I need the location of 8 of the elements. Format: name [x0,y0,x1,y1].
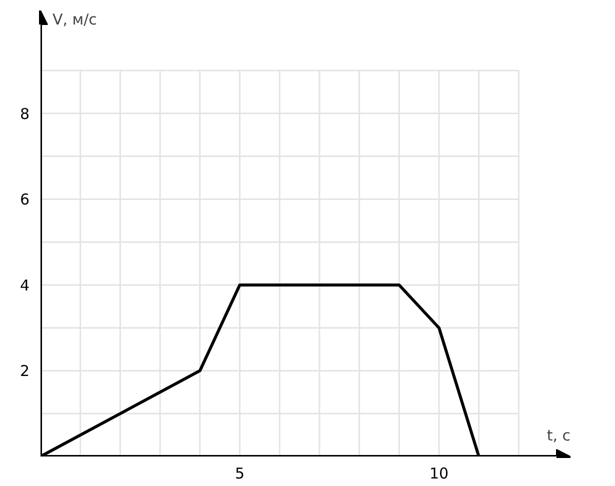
x-axis-title: t, с [546,426,571,444]
y-tick-label: 6 [20,190,30,209]
y-tick-label: 2 [20,362,30,380]
x-tick-label: 10 [429,464,449,482]
y-axis-title: V, м/с [52,10,97,28]
x-tick-label: 5 [234,464,245,482]
y-tick-label: 4 [20,276,30,294]
y-tick-label: 8 [20,104,30,123]
